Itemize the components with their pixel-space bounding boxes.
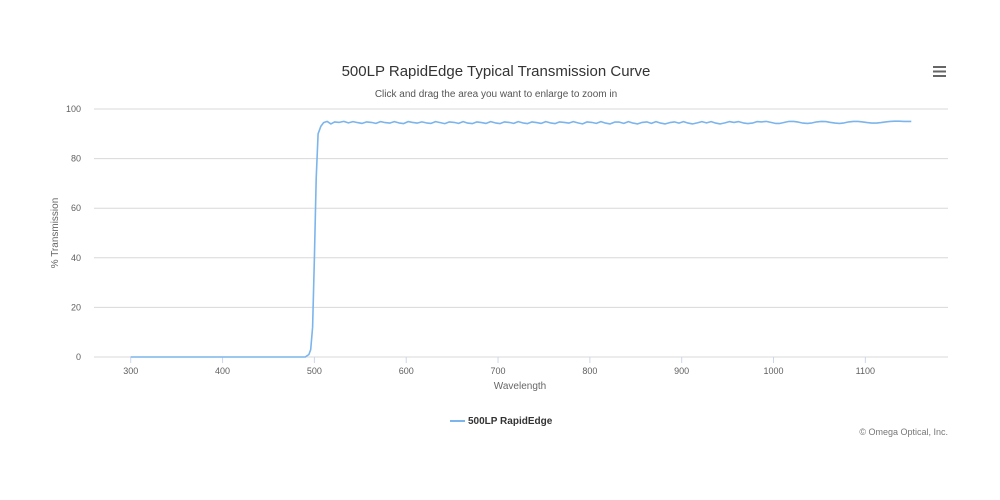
y-axis-title: % Transmission: [50, 198, 61, 269]
plot-series: [130, 120, 912, 358]
y-axis-ticks: 0 20 40 60 80 100: [66, 104, 81, 362]
x-tick-label: 800: [582, 366, 597, 376]
x-tick-label: 500: [307, 366, 322, 376]
x-tick-label: 700: [491, 366, 506, 376]
y-tick-label: 80: [71, 154, 81, 164]
y-tick-label: 20: [71, 302, 81, 312]
legend-label: 500LP RapidEdge: [468, 416, 553, 427]
x-tick-label: 600: [399, 366, 414, 376]
legend-item[interactable]: 500LP RapidEdge: [450, 416, 553, 427]
x-tick-label: 300: [123, 366, 138, 376]
x-tick-label: 400: [215, 366, 230, 376]
x-axis-title: Wavelength: [494, 381, 546, 392]
x-axis-ticks: 300 400 500 600 700 800 900 1000 1100: [123, 357, 875, 376]
credits-link[interactable]: © Omega Optical, Inc.: [859, 427, 948, 437]
x-tick-label: 1100: [856, 366, 875, 376]
x-tick-label: 900: [674, 366, 689, 376]
y-tick-label: 0: [76, 352, 81, 362]
hamburger-menu-icon[interactable]: [929, 62, 951, 82]
gridlines: [94, 108, 948, 358]
x-tick-label: 1000: [764, 366, 784, 376]
y-tick-label: 100: [66, 104, 81, 114]
chart-subtitle: Click and drag the area you want to enla…: [375, 89, 617, 100]
y-tick-label: 60: [71, 203, 81, 213]
series-line[interactable]: [130, 120, 912, 358]
y-tick-label: 40: [71, 253, 81, 263]
chart-title: 500LP RapidEdge Typical Transmission Cur…: [342, 63, 651, 80]
